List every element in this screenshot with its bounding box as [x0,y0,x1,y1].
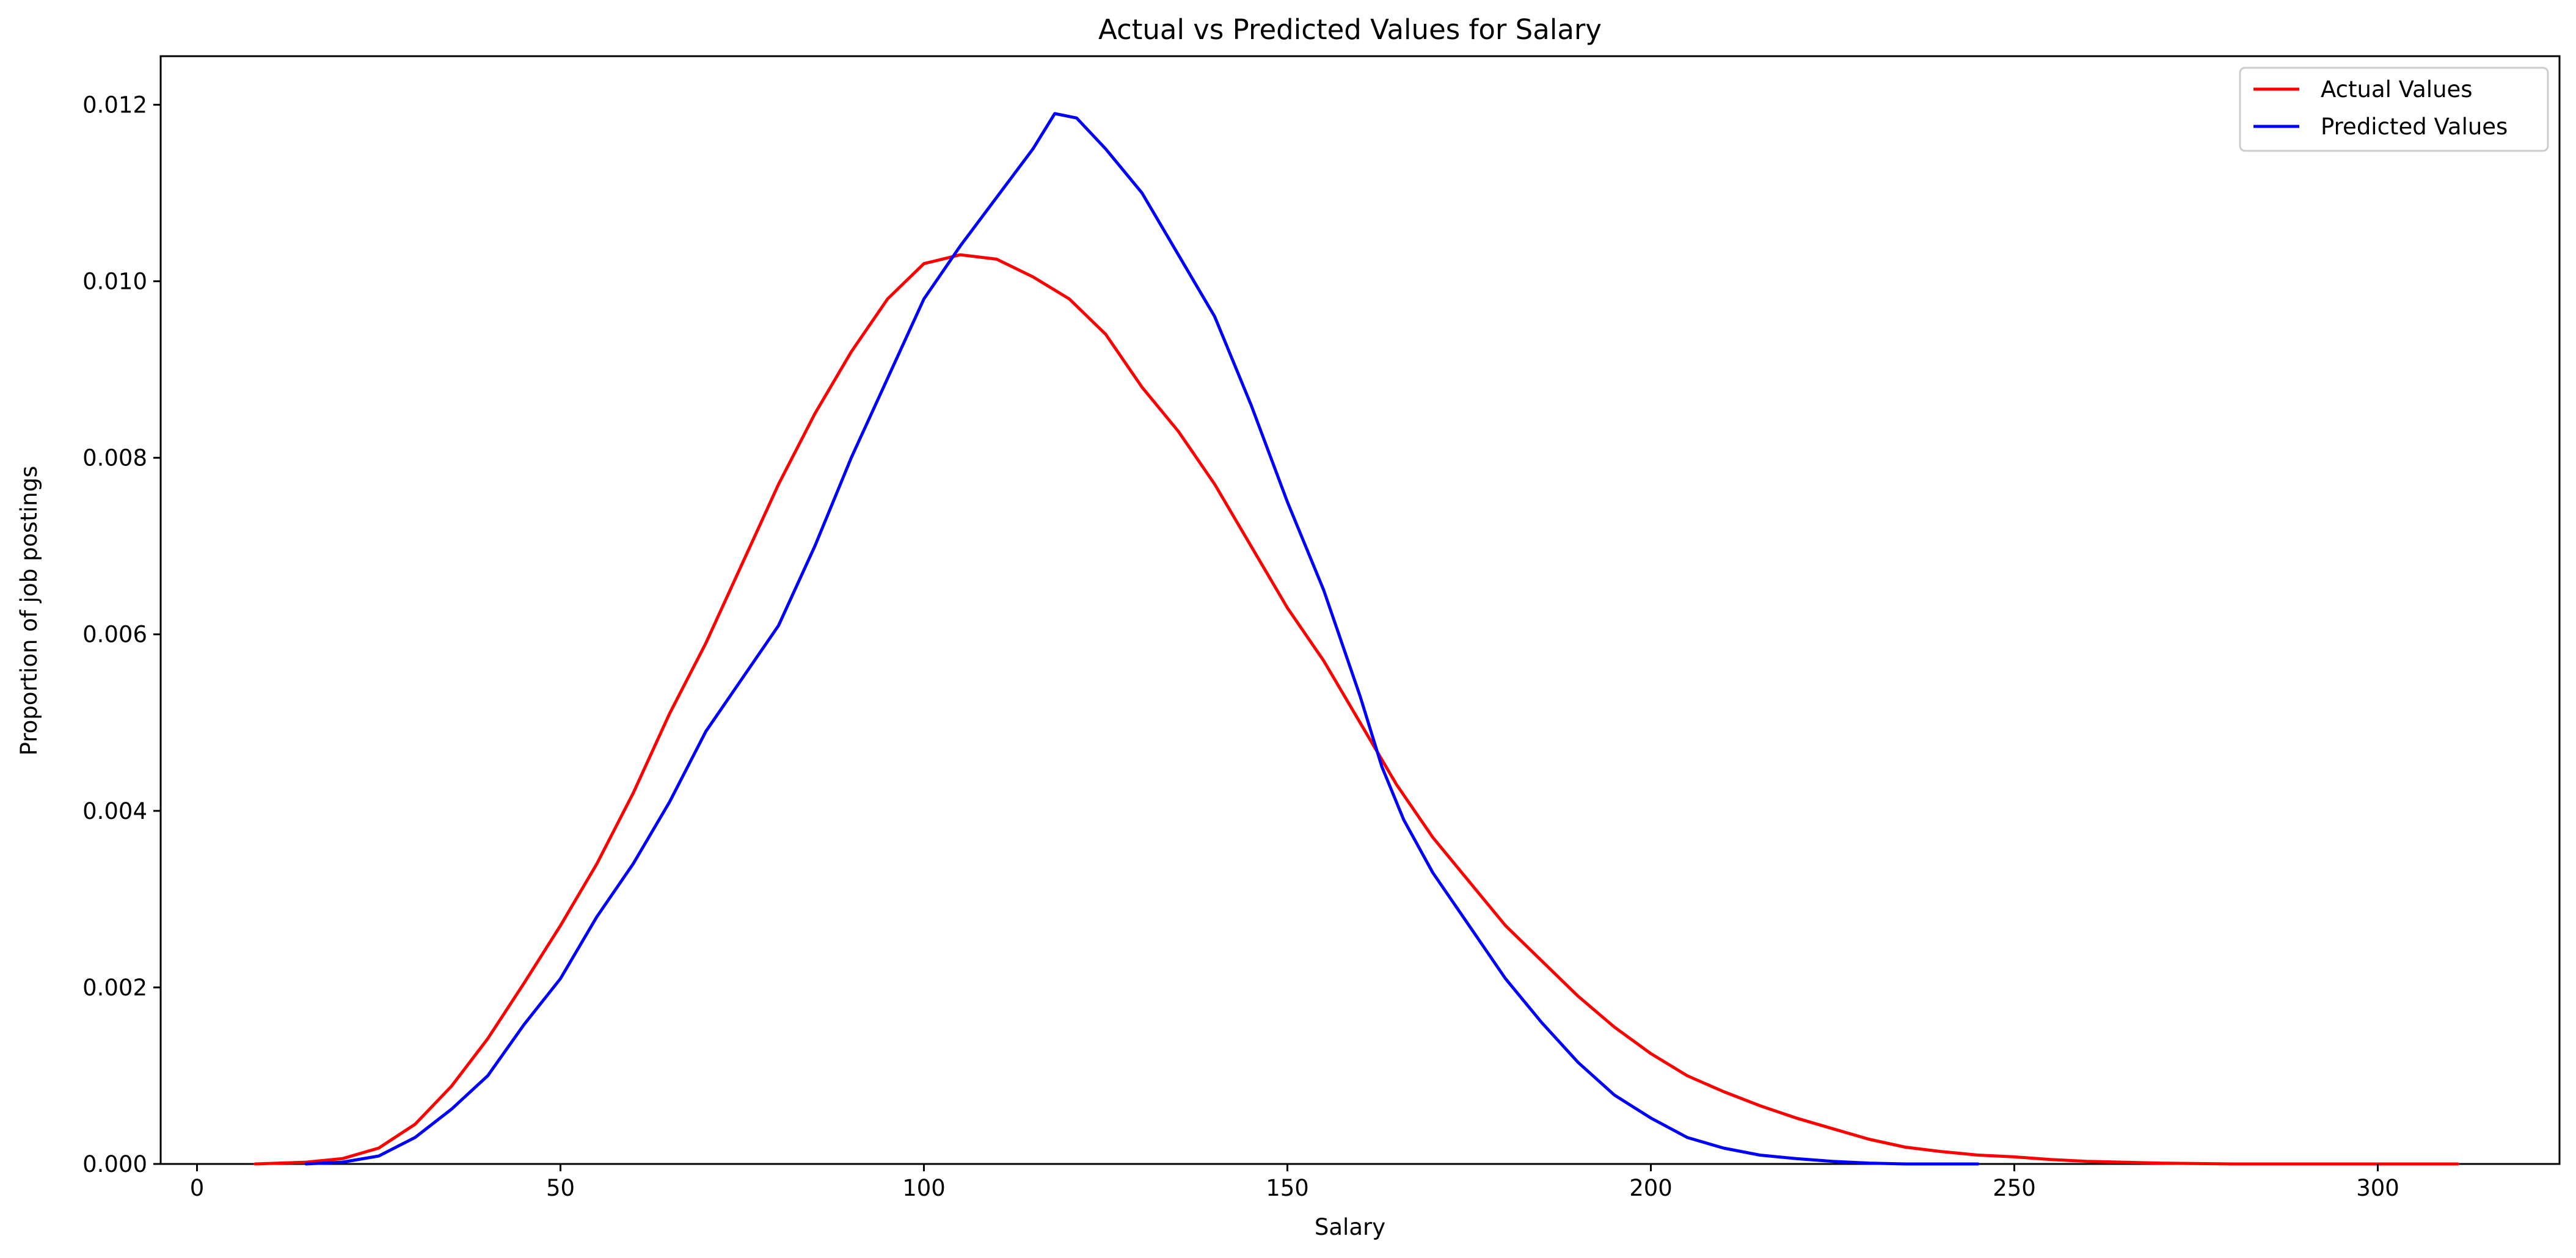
x-tick-label: 50 [546,1175,575,1201]
y-tick-label: 0.006 [82,622,147,648]
x-tick-label: 300 [2356,1175,2399,1201]
legend: Actual Values Predicted Values [2239,67,2549,152]
series-line-1 [304,112,1980,1166]
y-tick-label: 0.008 [82,445,147,471]
legend-label-1: Predicted Values [2321,114,2508,140]
y-axis-title: Proportion of job postings [16,466,42,756]
x-tick-label: 200 [1629,1175,1673,1201]
x-tick-label: 250 [1993,1175,2036,1201]
y-axis: 0.000 0.002 0.004 0.006 0.008 0.010 0.012 [82,92,161,1177]
y-tick-label: 0.000 [82,1151,147,1177]
x-axis: 0 50 100 150 200 250 300 [190,1164,2399,1201]
x-tick-label: 0 [190,1175,205,1201]
y-tick-label: 0.010 [82,269,147,295]
x-tick-label: 100 [902,1175,946,1201]
chart-title: Actual vs Predicted Values for Salary [1098,13,1602,46]
legend-label-0: Actual Values [2321,76,2473,103]
plot-frame [159,55,2561,1165]
series-lines [254,112,2459,1166]
y-tick-label: 0.002 [82,975,147,1001]
y-tick-label: 0.012 [82,92,147,118]
plot-area: 0 50 100 150 200 250 300 0.0000.0020.0040.0060… [82,55,2561,1201]
x-tick-label: 150 [1266,1175,1309,1201]
series-line-0 [254,253,2459,1166]
y-tick-label: 0.004 [82,798,147,824]
legend-box [2239,67,2549,152]
x-axis-title: Salary [1315,1214,1385,1240]
